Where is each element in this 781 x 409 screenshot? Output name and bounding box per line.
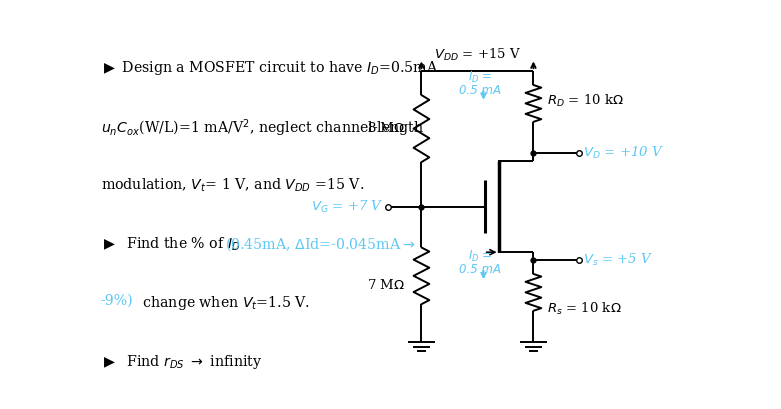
Text: $V_{DD}$ = +15 V: $V_{DD}$ = +15 V [434, 47, 521, 63]
Text: (0.45mA, $\Delta$Id=-0.045mA$\rightarrow$: (0.45mA, $\Delta$Id=-0.045mA$\rightarrow… [225, 235, 415, 253]
Text: modulation, $V_t$= 1 V, and $V_{DD}$ =15 V.: modulation, $V_t$= 1 V, and $V_{DD}$ =15… [101, 176, 364, 194]
Text: 7 M$\Omega$: 7 M$\Omega$ [366, 278, 405, 292]
Text: $\blacktriangleright$  Find the % of $I_D$: $\blacktriangleright$ Find the % of $I_D… [101, 235, 241, 253]
Text: $I_D$ =: $I_D$ = [469, 249, 493, 265]
Text: 8 M$\Omega$: 8 M$\Omega$ [366, 121, 405, 135]
Text: $V_s$ = +5 V: $V_s$ = +5 V [583, 252, 653, 268]
Text: $I_D$ =: $I_D$ = [469, 70, 493, 85]
Text: $R_s$ = 10 k$\Omega$: $R_s$ = 10 k$\Omega$ [547, 301, 622, 317]
Text: $V_D$ = +10 V: $V_D$ = +10 V [583, 145, 664, 161]
Text: $\blacktriangleright$  Find $r_{DS}$ $\rightarrow$ infinity: $\blacktriangleright$ Find $r_{DS}$ $\ri… [101, 353, 262, 371]
Text: $\blacktriangleright$ Design a MOSFET circuit to have $I_D$=0.5mA.: $\blacktriangleright$ Design a MOSFET ci… [101, 58, 441, 76]
Text: 0.5 mA: 0.5 mA [459, 84, 501, 97]
Text: 0.5 mA: 0.5 mA [459, 263, 501, 276]
Text: $V_G$ = +7 V: $V_G$ = +7 V [312, 198, 384, 215]
Text: change when $V_t$=1.5 V.: change when $V_t$=1.5 V. [137, 294, 310, 312]
Text: $R_D$ = 10 k$\Omega$: $R_D$ = 10 k$\Omega$ [547, 93, 624, 109]
Text: $u_nC_{ox}$(W/L)=1 mA/V$^2$, neglect channel-length: $u_nC_{ox}$(W/L)=1 mA/V$^2$, neglect cha… [101, 117, 424, 139]
Text: -9%): -9%) [101, 294, 134, 308]
